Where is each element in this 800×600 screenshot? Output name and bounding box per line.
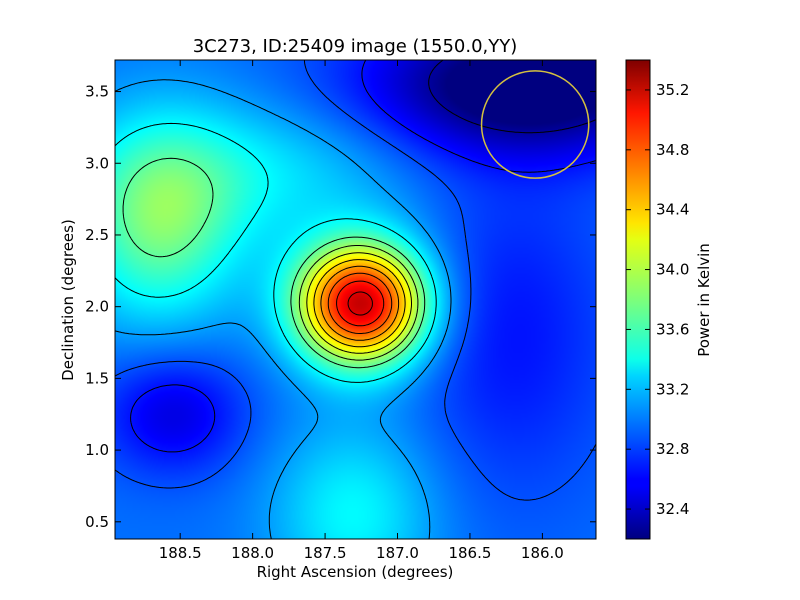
colorbar-tick-label: 35.2 (656, 81, 689, 99)
contour-level-9 (320, 265, 400, 341)
colorbar-tick-label: 32.8 (656, 440, 689, 458)
y-tick-label: 3.0 (85, 154, 109, 172)
contour-level-8 (313, 259, 406, 348)
colorbar-tick-label: 34.4 (656, 201, 689, 219)
contour-level-3 (115, 79, 452, 539)
y-tick-label: 2.0 (85, 298, 109, 316)
y-axis: 0.5 1.0 1.5 2.0 2.5 3.0 3.5 (85, 83, 596, 531)
heatmap-image (115, 60, 596, 539)
beam-circle (480, 70, 590, 179)
contour-level-7 (306, 252, 412, 354)
y-tick-label: 0.5 (85, 513, 109, 531)
contour-level-11 (336, 280, 385, 327)
x-tick-label: 188.0 (231, 544, 274, 562)
chart-title: 3C273, ID:25409 image (1550.0,YY) (193, 36, 518, 57)
x-tick-label: 187.5 (304, 544, 347, 562)
x-axis: 188.5 188.0 187.5 187.0 186.5 186.0 (159, 60, 564, 562)
colorbar-tick-label: 33.6 (656, 320, 689, 338)
contour-level-12 (347, 291, 373, 316)
contour-level-1 (130, 60, 596, 453)
contour-level-10 (327, 272, 393, 334)
colorbar: 32.4 32.8 33.2 33.6 34.0 34.4 34.8 35.2 Power i… (625, 59, 713, 540)
contour-level-4 (115, 122, 437, 383)
y-tick-label: 2.5 (85, 226, 109, 244)
contour-level-2 (115, 60, 596, 501)
y-tick-label: 1.5 (85, 369, 109, 387)
y-tick-label: 3.5 (85, 83, 109, 101)
x-tick-label: 187.0 (376, 544, 419, 562)
contour-level-5 (122, 157, 426, 369)
colorbar-ticks: 32.4 32.8 33.2 33.6 34.0 34.4 34.8 35.2 (626, 81, 689, 518)
plot-area: 188.5 188.0 187.5 187.0 186.5 186.0 0.5 1.0 1.5… (85, 59, 597, 562)
y-axis-label: Declination (degrees) (59, 219, 77, 381)
x-tick-label: 186.5 (448, 544, 491, 562)
contour-level-6 (298, 245, 419, 361)
x-tick-label: 186.0 (521, 544, 564, 562)
colorbar-tick-label: 34.0 (656, 261, 689, 279)
contour-lines (115, 60, 596, 539)
x-tick-label: 188.5 (159, 544, 202, 562)
plot-frame (114, 59, 597, 540)
colorbar-tick-label: 34.8 (656, 141, 689, 159)
colorbar-gradient (625, 59, 651, 540)
colorbar-tick-label: 33.2 (656, 380, 689, 398)
y-tick-label: 1.0 (85, 441, 109, 459)
colorbar-label: Power in Kelvin (695, 243, 713, 357)
colorbar-tick-label: 32.4 (656, 500, 689, 518)
x-axis-label: Right Ascension (degrees) (257, 563, 454, 581)
